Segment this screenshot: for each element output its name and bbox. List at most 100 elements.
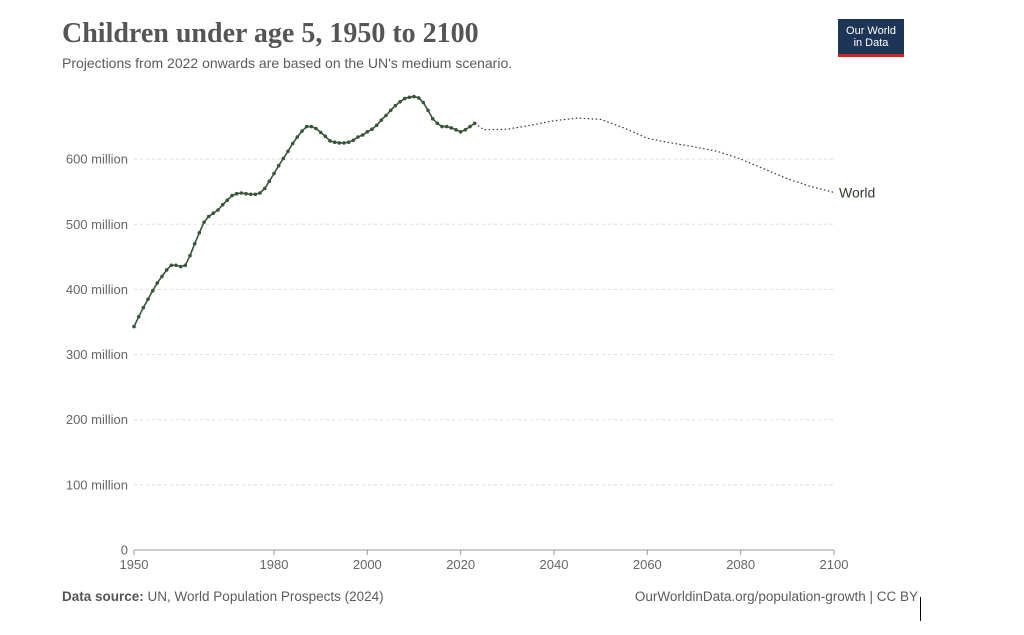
data-point — [244, 191, 248, 196]
data-point — [398, 100, 402, 104]
data-point — [164, 268, 169, 272]
data-point — [300, 129, 304, 133]
data-point — [360, 133, 365, 137]
data-source: Data source: UN, World Population Prospe… — [62, 589, 384, 604]
logo-line-2: in Data — [853, 37, 889, 49]
y-tick-label: 0 — [121, 543, 128, 558]
data-point — [332, 140, 337, 144]
data-point — [449, 126, 454, 130]
data-source-text: UN, World Population Prospects (2024) — [147, 589, 384, 604]
data-point — [328, 139, 332, 143]
data-point — [267, 179, 272, 184]
data-point — [407, 95, 412, 100]
data-point — [426, 108, 430, 113]
data-point — [290, 141, 295, 146]
data-point — [192, 242, 197, 246]
data-point — [314, 126, 318, 131]
data-point — [416, 96, 421, 100]
data-point — [276, 163, 281, 168]
data-point — [132, 324, 136, 329]
x-tick-label: 1950 — [120, 557, 149, 572]
x-tick-label: 1980 — [260, 557, 289, 572]
gridlines — [134, 158, 834, 486]
data-source-label: Data source: — [62, 589, 144, 604]
data-point — [309, 124, 314, 129]
y-axis-ticks: 0 100 million 200 million 300 million 400 mi… — [66, 152, 128, 558]
series-world: World — [132, 94, 875, 329]
data-point — [169, 263, 174, 268]
data-point — [197, 231, 202, 235]
x-tick-label: 2040 — [540, 557, 569, 572]
data-point — [286, 149, 290, 154]
data-point — [370, 127, 374, 131]
data-point — [211, 211, 216, 215]
data-point — [356, 135, 360, 139]
data-point — [384, 113, 388, 118]
data-point — [323, 134, 328, 139]
data-point — [374, 123, 379, 128]
y-tick-label: 100 million — [66, 477, 128, 492]
data-point — [342, 141, 346, 145]
chart-title: Children under age 5, 1950 to 2100 — [62, 18, 479, 49]
data-point — [202, 220, 206, 225]
data-point — [281, 156, 286, 161]
data-point — [412, 94, 416, 99]
data-point — [258, 191, 262, 195]
data-point — [295, 135, 300, 139]
data-point — [155, 281, 160, 285]
text-cursor — [920, 597, 921, 621]
data-point — [351, 138, 356, 143]
data-point — [458, 130, 463, 134]
data-point — [421, 100, 426, 105]
data-point — [262, 186, 267, 191]
data-point — [150, 288, 155, 293]
logo-line-1: Our World — [846, 25, 896, 37]
x-tick-label: 2020 — [446, 557, 475, 572]
y-tick-label: 200 million — [66, 412, 128, 427]
data-point — [318, 130, 323, 135]
data-point — [136, 315, 141, 319]
data-point — [379, 118, 384, 122]
chart-subtitle: Projections from 2022 onwards are based … — [62, 55, 513, 71]
data-point — [178, 264, 183, 269]
data-point — [402, 96, 407, 101]
data-point — [141, 305, 146, 310]
y-tick-label: 600 million — [66, 152, 128, 167]
data-point — [146, 297, 150, 302]
x-tick-label: 2000 — [353, 557, 382, 572]
data-point — [454, 128, 458, 132]
x-tick-label: 2080 — [726, 557, 755, 572]
y-tick-label: 500 million — [66, 217, 128, 232]
y-tick-label: 400 million — [66, 282, 128, 297]
data-point — [225, 198, 230, 202]
data-point — [337, 141, 342, 145]
data-point — [272, 171, 276, 176]
data-point — [463, 128, 468, 132]
data-point — [174, 263, 178, 268]
data-point — [440, 124, 444, 129]
y-tick-label: 300 million — [66, 347, 128, 362]
x-tick-label: 2060 — [633, 557, 662, 572]
data-point — [216, 208, 220, 212]
data-point — [234, 191, 239, 196]
source-url-link[interactable]: OurWorldinData.org/population-growth | C… — [634, 589, 918, 604]
owid-logo[interactable]: Our World in Data — [838, 19, 904, 57]
data-point — [468, 124, 472, 129]
series-label-world: World — [839, 184, 875, 200]
data-point — [188, 253, 192, 258]
data-point — [444, 124, 449, 129]
data-point — [248, 192, 253, 197]
data-point — [393, 103, 398, 108]
data-point — [206, 214, 211, 219]
data-point — [388, 108, 393, 113]
data-point — [220, 202, 225, 207]
historical-line — [133, 95, 476, 327]
data-point — [365, 130, 370, 134]
data-point — [253, 192, 258, 197]
data-point — [346, 140, 351, 144]
data-point — [239, 191, 244, 195]
data-point — [430, 117, 435, 121]
x-axis: 1950 1980 2000 2020 2040 2060 2080 2100 — [120, 549, 848, 572]
data-point — [230, 193, 234, 198]
